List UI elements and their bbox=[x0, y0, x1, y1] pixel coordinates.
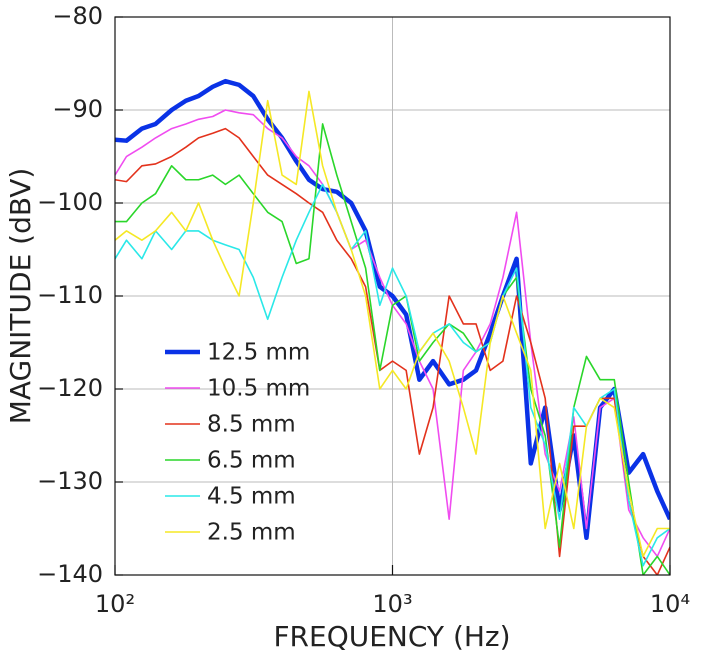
legend: 12.5 mm 10.5 mm 8.5 mm 6.5 mm 4.5 mm 2.5 mm bbox=[165, 340, 310, 546]
legend-label: 2.5 mm bbox=[207, 520, 296, 546]
y-tick-label: −140 bbox=[37, 560, 103, 588]
y-tick-label: −100 bbox=[37, 188, 103, 216]
x-tick-label: 10³ bbox=[372, 590, 412, 618]
legend-label: 12.5 mm bbox=[207, 340, 310, 366]
plot-lines bbox=[115, 78, 670, 575]
series-line bbox=[115, 183, 670, 567]
legend-label: 6.5 mm bbox=[207, 448, 296, 474]
x-axis-label: FREQUENCY (Hz) bbox=[273, 620, 510, 653]
y-tick-label: −110 bbox=[37, 281, 103, 309]
series-line bbox=[115, 123, 670, 575]
y-axis-label: MAGNITUDE (dBV) bbox=[4, 168, 37, 425]
series-line bbox=[115, 90, 670, 558]
legend-label: 10.5 mm bbox=[207, 376, 310, 402]
x-tick-label: 10² bbox=[95, 590, 135, 618]
legend-label: 4.5 mm bbox=[207, 484, 296, 510]
series-line bbox=[115, 78, 670, 541]
x-tick-label: 10⁴ bbox=[650, 590, 690, 618]
y-tick-label: −80 bbox=[52, 2, 103, 30]
legend-label: 8.5 mm bbox=[207, 412, 296, 438]
y-tick-label: −120 bbox=[37, 374, 103, 402]
y-tick-label: −90 bbox=[52, 95, 103, 123]
ticks: −140 −130 −120 −110 −100 −90 −80 10² 10³ 10⁴ bbox=[37, 2, 690, 618]
series-line bbox=[115, 127, 670, 575]
y-tick-label: −130 bbox=[37, 467, 103, 495]
